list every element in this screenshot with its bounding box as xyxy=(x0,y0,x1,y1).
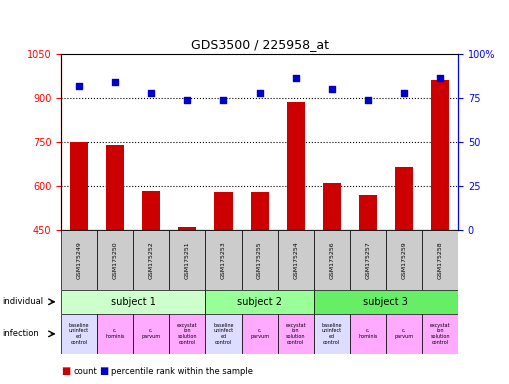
Text: ■: ■ xyxy=(61,366,70,376)
Text: GSM175250: GSM175250 xyxy=(112,242,118,279)
Point xyxy=(111,79,119,85)
Point xyxy=(219,97,228,103)
Bar xyxy=(323,183,341,363)
FancyBboxPatch shape xyxy=(242,230,277,290)
FancyBboxPatch shape xyxy=(386,314,422,354)
Text: baseline
uninfect
ed
control: baseline uninfect ed control xyxy=(69,323,90,345)
FancyBboxPatch shape xyxy=(386,230,422,290)
Text: ■: ■ xyxy=(99,366,108,376)
Point xyxy=(292,75,300,81)
Bar xyxy=(214,192,233,363)
Text: c.
hominis: c. hominis xyxy=(105,328,125,339)
Text: GSM175253: GSM175253 xyxy=(221,241,226,279)
Text: GSM175256: GSM175256 xyxy=(329,242,334,279)
Text: GSM175252: GSM175252 xyxy=(149,241,154,279)
FancyBboxPatch shape xyxy=(61,230,97,290)
Text: baseline
uninfect
ed
control: baseline uninfect ed control xyxy=(213,323,234,345)
Point xyxy=(364,97,372,103)
Text: subject 1: subject 1 xyxy=(111,297,156,307)
FancyBboxPatch shape xyxy=(97,230,133,290)
FancyBboxPatch shape xyxy=(206,290,314,314)
Text: count: count xyxy=(74,367,98,376)
Bar xyxy=(395,167,413,363)
Text: infection: infection xyxy=(3,329,39,338)
FancyBboxPatch shape xyxy=(169,314,206,354)
Point xyxy=(436,75,444,81)
Text: baseline
uninfect
ed
control: baseline uninfect ed control xyxy=(322,323,342,345)
FancyBboxPatch shape xyxy=(277,230,314,290)
Bar xyxy=(178,227,196,363)
FancyBboxPatch shape xyxy=(242,314,277,354)
FancyBboxPatch shape xyxy=(350,314,386,354)
Text: GSM175259: GSM175259 xyxy=(402,241,407,279)
Text: GSM175249: GSM175249 xyxy=(77,241,81,279)
Text: subject 3: subject 3 xyxy=(363,297,408,307)
Text: GSM175251: GSM175251 xyxy=(185,242,190,279)
Text: c.
hominis: c. hominis xyxy=(358,328,378,339)
Bar xyxy=(143,190,160,363)
Text: GSM175258: GSM175258 xyxy=(438,242,442,279)
FancyBboxPatch shape xyxy=(97,314,133,354)
Text: percentile rank within the sample: percentile rank within the sample xyxy=(111,367,253,376)
Point xyxy=(256,89,264,96)
Point xyxy=(75,83,83,89)
Text: excystat
ion
solution
control: excystat ion solution control xyxy=(286,323,306,345)
Point xyxy=(183,97,191,103)
FancyBboxPatch shape xyxy=(277,314,314,354)
Text: c.
parvum: c. parvum xyxy=(394,328,413,339)
FancyBboxPatch shape xyxy=(133,314,169,354)
Bar xyxy=(70,142,88,363)
Text: subject 2: subject 2 xyxy=(237,297,282,307)
FancyBboxPatch shape xyxy=(350,230,386,290)
Point xyxy=(328,86,336,92)
Title: GDS3500 / 225958_at: GDS3500 / 225958_at xyxy=(190,38,329,51)
FancyBboxPatch shape xyxy=(314,290,458,314)
FancyBboxPatch shape xyxy=(314,314,350,354)
Text: c.
parvum: c. parvum xyxy=(250,328,269,339)
FancyBboxPatch shape xyxy=(206,314,242,354)
Text: excystat
ion
solution
control: excystat ion solution control xyxy=(430,323,450,345)
Bar xyxy=(431,80,449,363)
Bar xyxy=(250,192,269,363)
FancyBboxPatch shape xyxy=(314,230,350,290)
FancyBboxPatch shape xyxy=(422,230,458,290)
Point xyxy=(400,89,408,96)
FancyBboxPatch shape xyxy=(133,230,169,290)
FancyBboxPatch shape xyxy=(61,314,97,354)
Text: GSM175255: GSM175255 xyxy=(257,242,262,279)
Text: c.
parvum: c. parvum xyxy=(142,328,161,339)
Point xyxy=(147,89,155,96)
FancyBboxPatch shape xyxy=(61,290,206,314)
Bar xyxy=(287,103,305,363)
Text: GSM175254: GSM175254 xyxy=(293,241,298,279)
Bar xyxy=(106,145,124,363)
FancyBboxPatch shape xyxy=(422,314,458,354)
Text: individual: individual xyxy=(3,297,44,306)
Text: excystat
ion
solution
control: excystat ion solution control xyxy=(177,323,197,345)
Bar xyxy=(359,195,377,363)
FancyBboxPatch shape xyxy=(169,230,206,290)
Text: GSM175257: GSM175257 xyxy=(365,241,371,279)
FancyBboxPatch shape xyxy=(206,230,242,290)
